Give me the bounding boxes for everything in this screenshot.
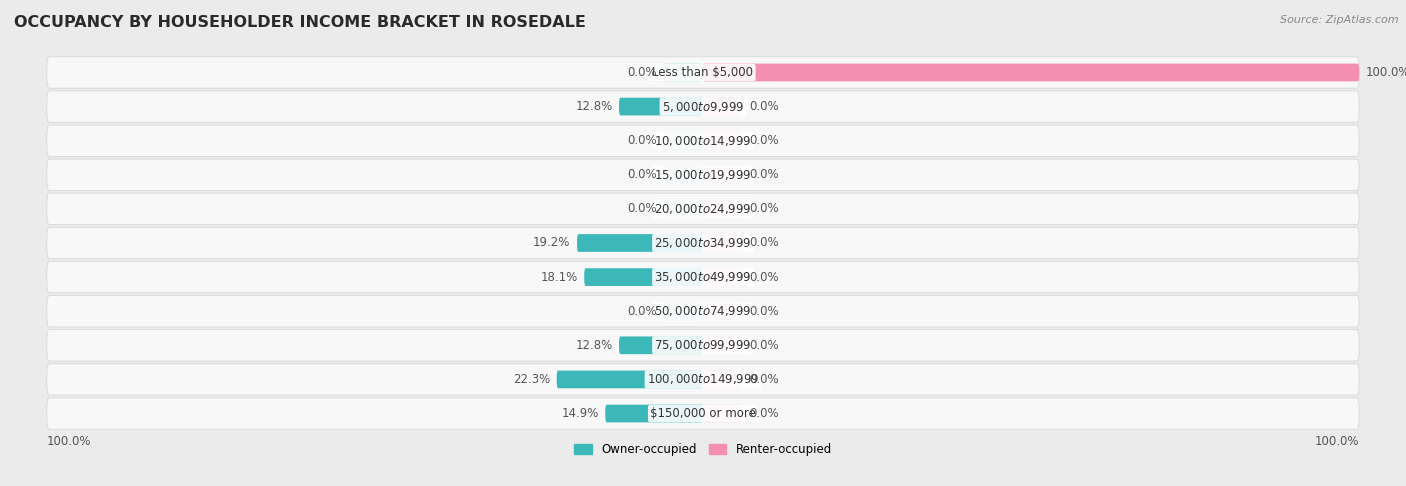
FancyBboxPatch shape: [664, 166, 703, 184]
Text: 0.0%: 0.0%: [749, 237, 779, 249]
FancyBboxPatch shape: [46, 330, 1360, 361]
FancyBboxPatch shape: [664, 200, 703, 218]
FancyBboxPatch shape: [46, 57, 1360, 88]
FancyBboxPatch shape: [46, 261, 1360, 293]
FancyBboxPatch shape: [703, 64, 1360, 81]
Text: 18.1%: 18.1%: [540, 271, 578, 284]
FancyBboxPatch shape: [619, 98, 703, 116]
Text: $35,000 to $49,999: $35,000 to $49,999: [654, 270, 752, 284]
Text: 0.0%: 0.0%: [749, 168, 779, 181]
FancyBboxPatch shape: [703, 166, 742, 184]
Text: $100,000 to $149,999: $100,000 to $149,999: [647, 372, 759, 386]
Text: 0.0%: 0.0%: [749, 134, 779, 147]
FancyBboxPatch shape: [576, 234, 703, 252]
FancyBboxPatch shape: [46, 159, 1360, 191]
FancyBboxPatch shape: [46, 227, 1360, 259]
Text: 0.0%: 0.0%: [749, 407, 779, 420]
Text: 0.0%: 0.0%: [749, 100, 779, 113]
Text: 12.8%: 12.8%: [575, 339, 613, 352]
FancyBboxPatch shape: [703, 200, 742, 218]
Text: 19.2%: 19.2%: [533, 237, 571, 249]
Text: $150,000 or more: $150,000 or more: [650, 407, 756, 420]
Text: 0.0%: 0.0%: [627, 168, 657, 181]
Text: OCCUPANCY BY HOUSEHOLDER INCOME BRACKET IN ROSEDALE: OCCUPANCY BY HOUSEHOLDER INCOME BRACKET …: [14, 15, 586, 30]
Text: 0.0%: 0.0%: [627, 66, 657, 79]
Text: 0.0%: 0.0%: [749, 305, 779, 318]
Text: 0.0%: 0.0%: [749, 202, 779, 215]
Text: Source: ZipAtlas.com: Source: ZipAtlas.com: [1281, 15, 1399, 25]
FancyBboxPatch shape: [585, 268, 703, 286]
Text: $10,000 to $14,999: $10,000 to $14,999: [654, 134, 752, 148]
Text: 100.0%: 100.0%: [1365, 66, 1406, 79]
Text: $75,000 to $99,999: $75,000 to $99,999: [654, 338, 752, 352]
Legend: Owner-occupied, Renter-occupied: Owner-occupied, Renter-occupied: [569, 438, 837, 461]
Text: $25,000 to $34,999: $25,000 to $34,999: [654, 236, 752, 250]
FancyBboxPatch shape: [664, 64, 703, 81]
FancyBboxPatch shape: [46, 125, 1360, 156]
FancyBboxPatch shape: [703, 302, 742, 320]
Text: $20,000 to $24,999: $20,000 to $24,999: [654, 202, 752, 216]
FancyBboxPatch shape: [703, 336, 742, 354]
Text: 0.0%: 0.0%: [627, 202, 657, 215]
Text: 0.0%: 0.0%: [627, 305, 657, 318]
FancyBboxPatch shape: [703, 98, 742, 116]
FancyBboxPatch shape: [703, 370, 742, 388]
Text: 14.9%: 14.9%: [561, 407, 599, 420]
FancyBboxPatch shape: [703, 405, 742, 422]
Text: Less than $5,000: Less than $5,000: [652, 66, 754, 79]
Text: 12.8%: 12.8%: [575, 100, 613, 113]
Text: 100.0%: 100.0%: [46, 434, 91, 448]
FancyBboxPatch shape: [46, 91, 1360, 122]
FancyBboxPatch shape: [605, 405, 703, 422]
FancyBboxPatch shape: [619, 336, 703, 354]
FancyBboxPatch shape: [703, 234, 742, 252]
FancyBboxPatch shape: [664, 302, 703, 320]
FancyBboxPatch shape: [46, 295, 1360, 327]
Text: 22.3%: 22.3%: [513, 373, 550, 386]
Text: 0.0%: 0.0%: [749, 339, 779, 352]
FancyBboxPatch shape: [46, 398, 1360, 429]
FancyBboxPatch shape: [703, 132, 742, 150]
Text: $50,000 to $74,999: $50,000 to $74,999: [654, 304, 752, 318]
Text: 100.0%: 100.0%: [1315, 434, 1360, 448]
FancyBboxPatch shape: [664, 132, 703, 150]
Text: $15,000 to $19,999: $15,000 to $19,999: [654, 168, 752, 182]
Text: 0.0%: 0.0%: [627, 134, 657, 147]
FancyBboxPatch shape: [46, 193, 1360, 225]
FancyBboxPatch shape: [557, 370, 703, 388]
FancyBboxPatch shape: [703, 268, 742, 286]
Text: 0.0%: 0.0%: [749, 373, 779, 386]
Text: $5,000 to $9,999: $5,000 to $9,999: [662, 100, 744, 114]
FancyBboxPatch shape: [46, 364, 1360, 395]
Text: 0.0%: 0.0%: [749, 271, 779, 284]
